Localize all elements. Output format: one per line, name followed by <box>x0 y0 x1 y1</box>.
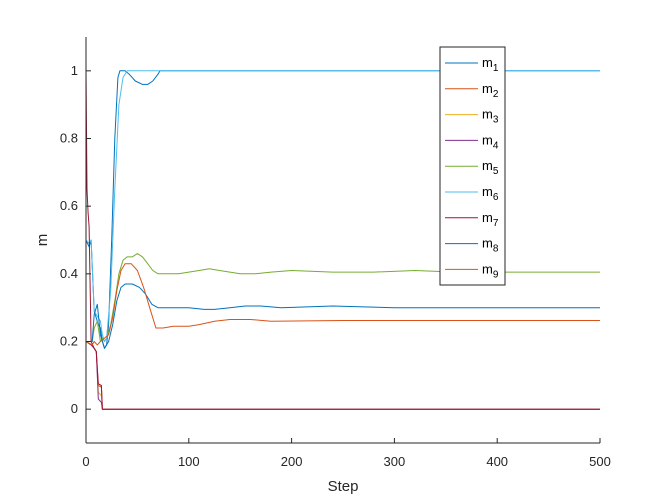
x-tick-label: 0 <box>82 454 89 469</box>
legend-label-name: m <box>482 261 493 276</box>
legend-label: m4 <box>482 132 499 151</box>
series-line-m6 <box>85 70 600 342</box>
legend-item: m9 <box>445 261 499 280</box>
legend-label: m7 <box>482 210 499 229</box>
legend-label-name: m <box>482 55 493 70</box>
legend-label: m9 <box>482 261 499 280</box>
legend-item: m6 <box>445 184 499 203</box>
x-tick-label: 100 <box>178 454 200 469</box>
y-tick-label: 0 <box>71 401 78 416</box>
legend-label: m8 <box>482 236 499 255</box>
x-axis-label: Step <box>328 478 359 495</box>
series-line-m8 <box>86 283 600 349</box>
x-tick-label: 200 <box>281 454 303 469</box>
legend-label-name: m <box>482 107 493 122</box>
legend-label-name: m <box>482 236 493 251</box>
legend-label-subscript: 9 <box>493 269 499 280</box>
legend-label-subscript: 2 <box>493 89 499 100</box>
series-layer <box>85 70 600 410</box>
legend-item: m4 <box>445 132 499 151</box>
legend-label: m3 <box>482 107 499 126</box>
legend-item: m8 <box>445 236 499 255</box>
legend-item: m5 <box>445 158 499 177</box>
x-tick-label: 400 <box>486 454 508 469</box>
legend-label: m5 <box>482 158 499 177</box>
x-tick-label: 300 <box>384 454 406 469</box>
series-line-m9 <box>85 263 600 346</box>
legend-item: m2 <box>445 81 499 100</box>
legend-label-subscript: 1 <box>493 63 499 74</box>
axes-background <box>86 37 600 443</box>
y-ticks: 0 0.2 0.4 0.6 0.8 1 <box>60 63 91 416</box>
legend-label: m1 <box>482 55 499 74</box>
legend-label-name: m <box>482 184 493 199</box>
legend-label-subscript: 6 <box>493 192 499 203</box>
y-tick-label: 0.2 <box>60 334 78 349</box>
legend-label-name: m <box>482 132 493 147</box>
legend-item: m7 <box>445 210 499 229</box>
y-tick-label: 1 <box>71 63 78 78</box>
legend-label-subscript: 7 <box>493 218 499 229</box>
legend-label-subscript: 5 <box>493 166 499 177</box>
legend-label: m2 <box>482 81 499 100</box>
legend-label-subscript: 3 <box>493 115 499 126</box>
legend-label-name: m <box>482 210 493 225</box>
legend-label-subscript: 4 <box>493 140 499 151</box>
legend-item: m3 <box>445 107 499 126</box>
y-axis-label: m <box>34 234 51 247</box>
legend-item: m1 <box>445 55 499 74</box>
legend-label-name: m <box>482 158 493 173</box>
legend-label: m6 <box>482 184 499 203</box>
legend-label-name: m <box>482 81 493 96</box>
y-tick-label: 0.4 <box>60 266 78 281</box>
x-ticks: 0 100 200 300 400 500 <box>82 438 611 469</box>
y-tick-label: 0.6 <box>60 198 78 213</box>
legend-label-subscript: 8 <box>493 244 499 255</box>
y-tick-label: 0.8 <box>60 131 78 146</box>
plot-area: 0 100 200 300 400 500 0 0.2 0.4 0.6 0.8 1 <box>60 37 611 469</box>
x-tick-label: 500 <box>589 454 611 469</box>
series-line-m7 <box>85 70 600 410</box>
